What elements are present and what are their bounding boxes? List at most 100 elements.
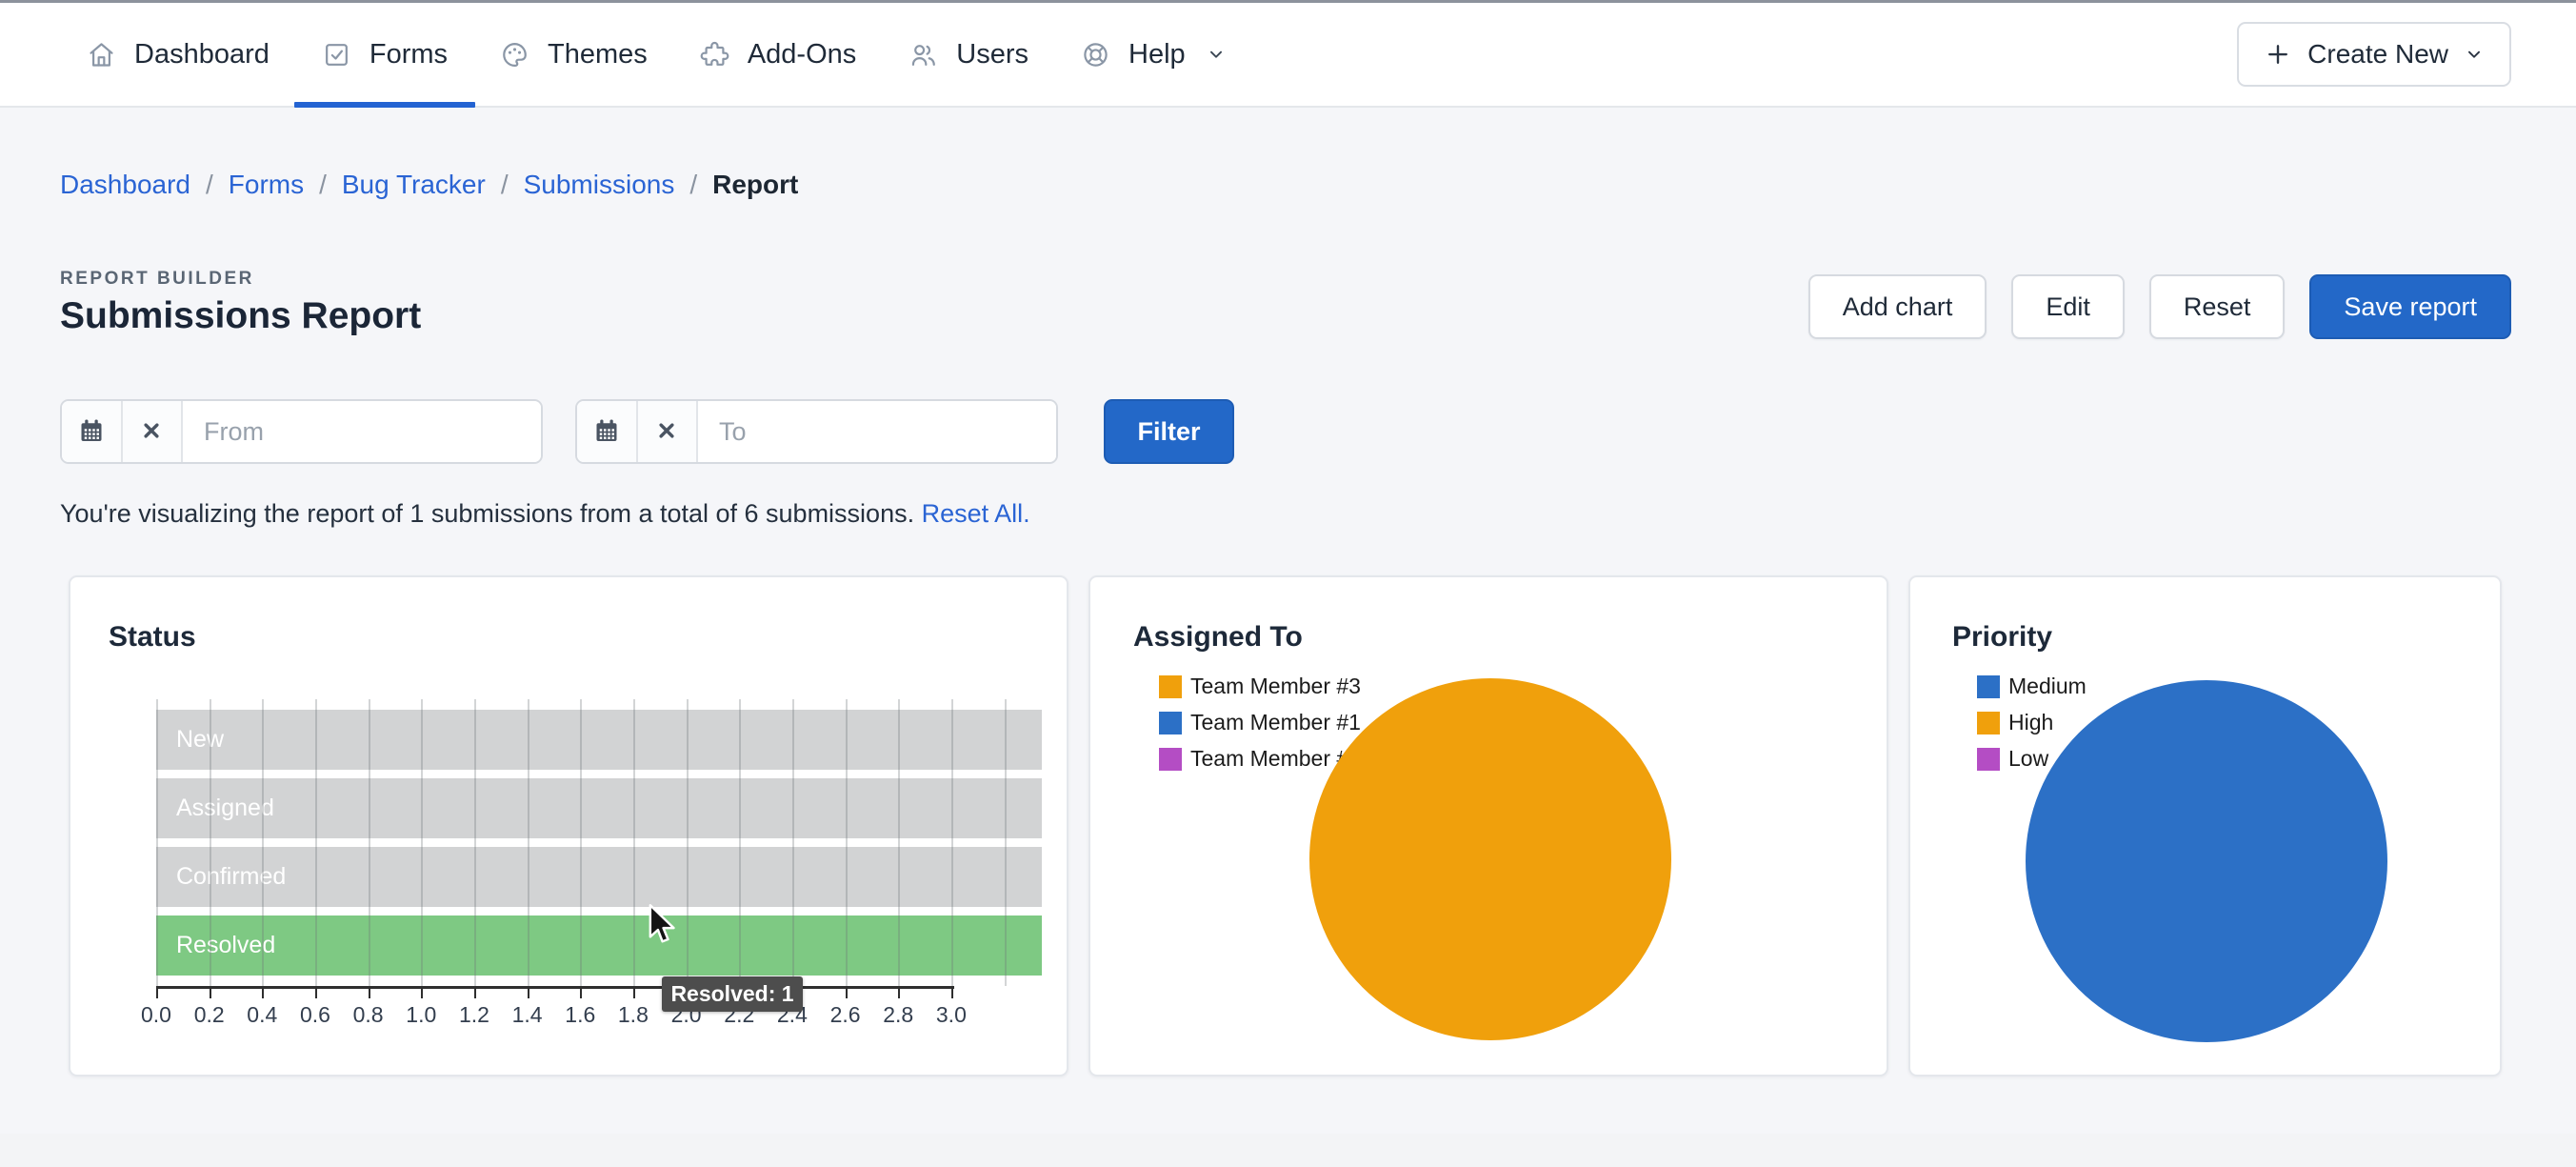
breadcrumb-link-submissions[interactable]: Submissions (524, 170, 675, 200)
status-text: You're visualizing the report of 1 submi… (60, 499, 914, 528)
create-new-label: Create New (2307, 39, 2448, 70)
axis-tick (951, 986, 953, 998)
bar-assigned[interactable]: Assigned (156, 778, 1042, 838)
chevron-down-icon (2464, 44, 2485, 65)
legend-item-high: High (1977, 710, 2087, 735)
breadcrumb-link-forms[interactable]: Forms (229, 170, 304, 200)
page-title: Submissions Report (60, 295, 421, 337)
axis-tick-label: 0.2 (181, 1002, 238, 1028)
visualizing-status-line: You're visualizing the report of 1 submi… (60, 499, 1030, 529)
nav-item-help[interactable]: Help (1081, 3, 1227, 106)
save-report-button[interactable]: Save report (2309, 274, 2511, 339)
chart-title-priority: Priority (1952, 621, 2052, 654)
axis-tick (262, 986, 264, 998)
breadcrumb-separator: / (206, 170, 213, 200)
gridline (210, 699, 211, 986)
axis-tick-label: 2.6 (817, 1002, 874, 1028)
legend-swatch (1159, 675, 1182, 698)
top-navigation: Dashboard Forms Themes Add-Ons Users Hel… (0, 0, 2576, 108)
page-footer-band (0, 1134, 2576, 1167)
check-square-icon (322, 40, 351, 70)
axis-tick (528, 986, 529, 998)
create-new-button[interactable]: Create New (2237, 22, 2511, 87)
axis-tick-label: 0.8 (340, 1002, 397, 1028)
main-nav: Dashboard Forms Themes Add-Ons Users Hel… (87, 3, 1279, 106)
palette-icon (500, 40, 529, 70)
legend-item-team-member-1: Team Member #1 (1159, 710, 1361, 735)
gridline (792, 699, 794, 986)
to-date-input[interactable] (698, 401, 1056, 462)
mouse-cursor (648, 903, 678, 950)
axis-tick (898, 986, 900, 998)
legend-item-team-member-3: Team Member #3 (1159, 674, 1361, 699)
reset-all-link[interactable]: Reset All. (922, 499, 1030, 528)
nav-item-label: Users (956, 39, 1028, 70)
nav-item-add-ons[interactable]: Add-Ons (700, 3, 856, 106)
nav-item-themes[interactable]: Themes (500, 3, 648, 106)
breadcrumb-link-dashboard[interactable]: Dashboard (60, 170, 190, 200)
gridline (474, 699, 476, 986)
x-axis-line (156, 986, 954, 989)
report-builder-page: Dashboard Forms Themes Add-Ons Users Hel… (0, 0, 2576, 1167)
nav-item-label: Themes (548, 39, 648, 70)
home-icon (87, 40, 116, 70)
users-icon (909, 40, 938, 70)
gridline (633, 699, 635, 986)
date-filter-row: Filter (60, 399, 1234, 464)
legend-swatch (1159, 712, 1182, 734)
edit-button[interactable]: Edit (2011, 274, 2125, 339)
chevron-down-icon (1206, 44, 1227, 65)
header-actions: Add chart Edit Reset Save report (1808, 274, 2511, 339)
life-buoy-icon (1081, 40, 1110, 70)
bar-confirmed[interactable]: Confirmed (156, 847, 1042, 907)
legend-label: Team Member #1 (1190, 710, 1361, 735)
chart-title-status: Status (109, 621, 196, 654)
date-from-group (60, 399, 543, 464)
from-calendar-button[interactable] (62, 401, 123, 462)
legend-swatch (1977, 675, 2000, 698)
axis-tick (156, 986, 158, 998)
legend-swatch (1977, 748, 2000, 771)
axis-tick-label: 2.8 (869, 1002, 927, 1028)
reset-button[interactable]: Reset (2149, 274, 2286, 339)
assigned-to-pie[interactable] (1309, 678, 1671, 1040)
axis-tick-label: 1.4 (499, 1002, 556, 1028)
bar-new[interactable]: New (156, 710, 1042, 770)
gridline (528, 699, 529, 986)
clear-x-icon (652, 416, 681, 448)
assigned-to-chart-card: Assigned To Team Member #3 Team Member #… (1088, 575, 1888, 1076)
legend-label: High (2008, 710, 2053, 735)
nav-item-users[interactable]: Users (909, 3, 1028, 106)
bar-resolved[interactable]: Resolved (156, 915, 1042, 976)
to-calendar-button[interactable] (577, 401, 638, 462)
nav-item-forms[interactable]: Forms (322, 3, 448, 106)
axis-tick (210, 986, 211, 998)
gridline (1005, 699, 1007, 986)
axis-tick (580, 986, 582, 998)
status-chart-card: Status NewAssignedConfirmedResolved0.00.… (69, 575, 1068, 1076)
calendar-icon (77, 416, 106, 448)
from-clear-button[interactable] (123, 401, 184, 462)
gridline (369, 699, 370, 986)
axis-tick-label: 0.0 (128, 1002, 185, 1028)
axis-tick-label: 1.0 (392, 1002, 449, 1028)
from-date-input[interactable] (183, 401, 541, 462)
legend-swatch (1159, 748, 1182, 771)
gridline (421, 699, 423, 986)
nav-item-label: Add-Ons (748, 39, 856, 70)
to-clear-button[interactable] (638, 401, 699, 462)
filter-button[interactable]: Filter (1104, 399, 1234, 464)
add-chart-button[interactable]: Add chart (1808, 274, 1987, 339)
nav-item-dashboard[interactable]: Dashboard (87, 3, 270, 106)
gridline (951, 699, 953, 986)
legend-label: Low (2008, 746, 2048, 772)
axis-tick-label: 1.8 (605, 1002, 662, 1028)
chart-tooltip: Resolved: 1 (662, 976, 803, 1012)
gridline (739, 699, 741, 986)
priority-chart-card: Priority Medium High Low (1908, 575, 2502, 1076)
axis-tick-label: 3.0 (923, 1002, 980, 1028)
breadcrumb-link-bug-tracker[interactable]: Bug Tracker (342, 170, 486, 200)
axis-tick (633, 986, 635, 998)
priority-pie[interactable] (2026, 680, 2387, 1042)
axis-tick (421, 986, 423, 998)
